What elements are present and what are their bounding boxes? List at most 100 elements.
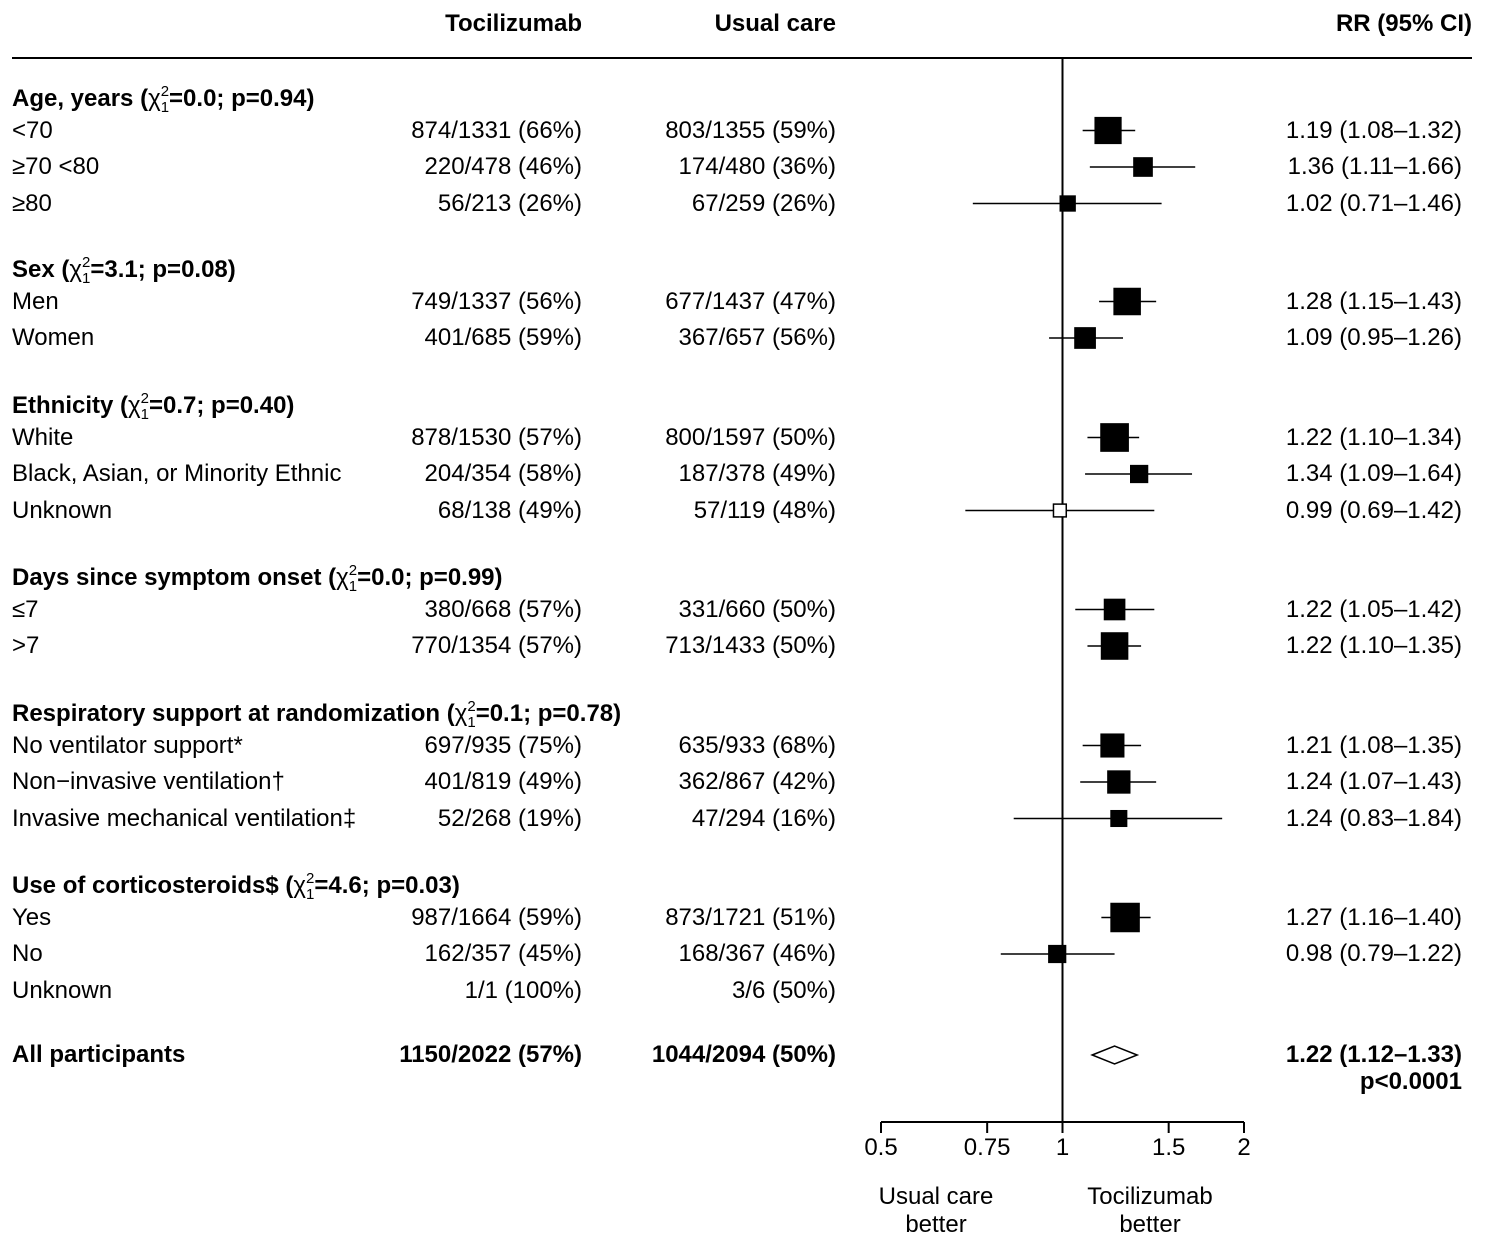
chi-square-symbol: χ21 (336, 562, 358, 595)
usual-care-events: 635/933 (68%) (678, 731, 836, 759)
x-axis-tick-label: 1 (1055, 1134, 1070, 1161)
rr-ci-text: 1.19 (1.08–1.32) (1285, 116, 1462, 144)
point-estimate-square (1100, 423, 1129, 452)
usual-care-events: 187/378 (49%) (678, 460, 836, 487)
subgroup-label: <70 (12, 116, 53, 144)
chi-square-value: 0.0 (371, 564, 405, 591)
tocilizumab-events: 52/268 (19%) (437, 804, 582, 832)
chi-square-symbol: χ21 (293, 870, 315, 903)
point-estimate-square (1113, 287, 1141, 316)
rr-ci-text: 1.22 (1.10–1.34) (1285, 423, 1462, 451)
subgroup-label: Black, Asian, or Minority Ethnic (12, 460, 342, 487)
tocilizumab-events: 401/819 (49%) (424, 768, 582, 795)
rr-ci-text: 1.24 (0.83–1.84) (1285, 804, 1462, 832)
chi-square-value: 4.6 (328, 872, 362, 899)
subgroup-label: White (12, 423, 74, 451)
heterogeneity-p-value: p=0.99 (419, 564, 495, 591)
point-estimate-square (1133, 157, 1153, 177)
usual-care-events: 174/480 (36%) (678, 153, 836, 180)
usual-care-events: 803/1355 (59%) (665, 116, 836, 144)
subgroup-label: No (12, 940, 43, 967)
point-estimate-square (1094, 116, 1122, 145)
heterogeneity-p-value: p=0.03 (376, 872, 452, 899)
overall-rr-ci-text: 1.22 (1.12–1.33) (1285, 1041, 1462, 1068)
chi-square-value: 0.0 (183, 85, 217, 112)
rr-ci-text: 1.28 (1.15–1.43) (1285, 287, 1462, 315)
usual-care-events: 168/367 (46%) (678, 940, 836, 967)
point-estimate-square (1107, 770, 1131, 794)
heterogeneity-p-value: p=0.94 (231, 85, 307, 112)
subgroup-label: Non−invasive ventilation† (12, 768, 285, 795)
tocilizumab-events: 770/1354 (57%) (411, 632, 582, 659)
chi-square-symbol: χ21 (148, 83, 170, 116)
tocilizumab-events: 204/354 (58%) (424, 460, 582, 487)
group-label: Age, years (12, 85, 134, 112)
point-estimate-square (1103, 598, 1126, 621)
overall-diamond (1090, 1045, 1140, 1065)
tocilizumab-events: 749/1337 (56%) (411, 287, 582, 315)
rr-ci-text: 1.21 (1.08–1.35) (1285, 731, 1462, 759)
group-heading: Age, years (χ21=0.0; p=0.94) (12, 83, 315, 116)
point-estimate-square (1130, 464, 1149, 484)
usual-care-events: 57/119 (48%) (693, 496, 836, 524)
point-estimate-square (1059, 195, 1076, 212)
tocilizumab-events: 401/685 (59%) (424, 324, 582, 351)
overall-usual-care-events: 1044/2094 (50%) (651, 1041, 836, 1068)
chi-square-value: 0.1 (489, 700, 524, 727)
group-label: Sex (12, 256, 55, 283)
x-axis-tick-label: 2 (1237, 1134, 1251, 1161)
chi-square-symbol: χ21 (128, 390, 149, 423)
overall-label: All participants (12, 1041, 186, 1068)
group-label: Respiratory support at randomization (12, 700, 441, 727)
usual-care-better-label: Usual care (878, 1183, 994, 1210)
subgroup-label: Unknown (12, 496, 113, 524)
subgroup-label: Men (12, 287, 59, 315)
usual-care-events: 367/657 (56%) (678, 324, 836, 351)
subgroup-label: Unknown (12, 976, 113, 1004)
header-divider (12, 57, 1472, 59)
header-usual-care: Usual care (714, 10, 836, 37)
tocilizumab-events: 878/1530 (57%) (411, 423, 582, 451)
chi-square-value: 0.7 (162, 392, 197, 419)
overall-p-value: p<0.0001 (1359, 1068, 1462, 1095)
tocilizumab-events: 874/1331 (66%) (411, 116, 582, 144)
point-estimate-square (1100, 632, 1129, 660)
group-label: Use of corticosteroids$ (12, 872, 279, 899)
tocilizumab-events: 220/478 (46%) (424, 153, 582, 180)
tocilizumab-events: 162/357 (45%) (424, 940, 582, 967)
tocilizumab-events: 68/138 (49%) (437, 496, 582, 524)
chi-square-value: 3.1 (104, 256, 138, 283)
group-heading: Sex (χ21=3.1; p=0.08) (12, 254, 236, 287)
heterogeneity-p-value: p=0.08 (152, 256, 228, 283)
x-axis-tick-label: 0.75 (963, 1134, 1011, 1161)
point-estimate-square (1048, 944, 1067, 964)
rr-ci-text: 0.99 (0.69–1.42) (1285, 496, 1462, 524)
x-axis-tick-label: 0.5 (864, 1134, 898, 1161)
group-heading: Respiratory support at randomization (χ2… (12, 698, 622, 731)
rr-ci-text: 1.27 (1.16–1.40) (1285, 903, 1462, 931)
group-heading: Use of corticosteroids$ (χ21=4.6; p=0.03… (12, 870, 460, 903)
group-label: Ethnicity (12, 392, 114, 419)
usual-care-events: 47/294 (16%) (691, 804, 836, 832)
rr-ci-text: 1.24 (1.07–1.43) (1285, 768, 1462, 795)
rr-ci-text: 1.36 (1.11–1.66) (1287, 153, 1462, 180)
usual-care-events: 713/1433 (50%) (665, 632, 836, 659)
usual-care-events: 3/6 (50%) (731, 976, 836, 1004)
chi-square-symbol: χ21 (69, 254, 91, 287)
group-heading: Ethnicity (χ21=0.7; p=0.40) (12, 390, 295, 423)
subgroup-label: >7 (12, 632, 40, 659)
rr-ci-text: 0.98 (0.79–1.22) (1285, 940, 1462, 967)
heterogeneity-p-value: p=0.78 (537, 700, 614, 727)
usual-care-better-label: better (905, 1211, 967, 1238)
usual-care-events: 331/660 (50%) (678, 595, 836, 623)
tocilizumab-events: 697/935 (75%) (424, 731, 582, 759)
tocilizumab-events: 1/1 (100%) (464, 976, 582, 1004)
usual-care-events: 873/1721 (51%) (665, 903, 836, 931)
rr-ci-text: 1.09 (0.95–1.26) (1285, 324, 1462, 351)
usual-care-events: 67/259 (26%) (691, 189, 836, 217)
subgroup-label: No ventilator support* (12, 731, 243, 759)
subgroup-label: ≥80 (12, 189, 52, 217)
rr-ci-text: 1.22 (1.10–1.35) (1285, 632, 1462, 659)
